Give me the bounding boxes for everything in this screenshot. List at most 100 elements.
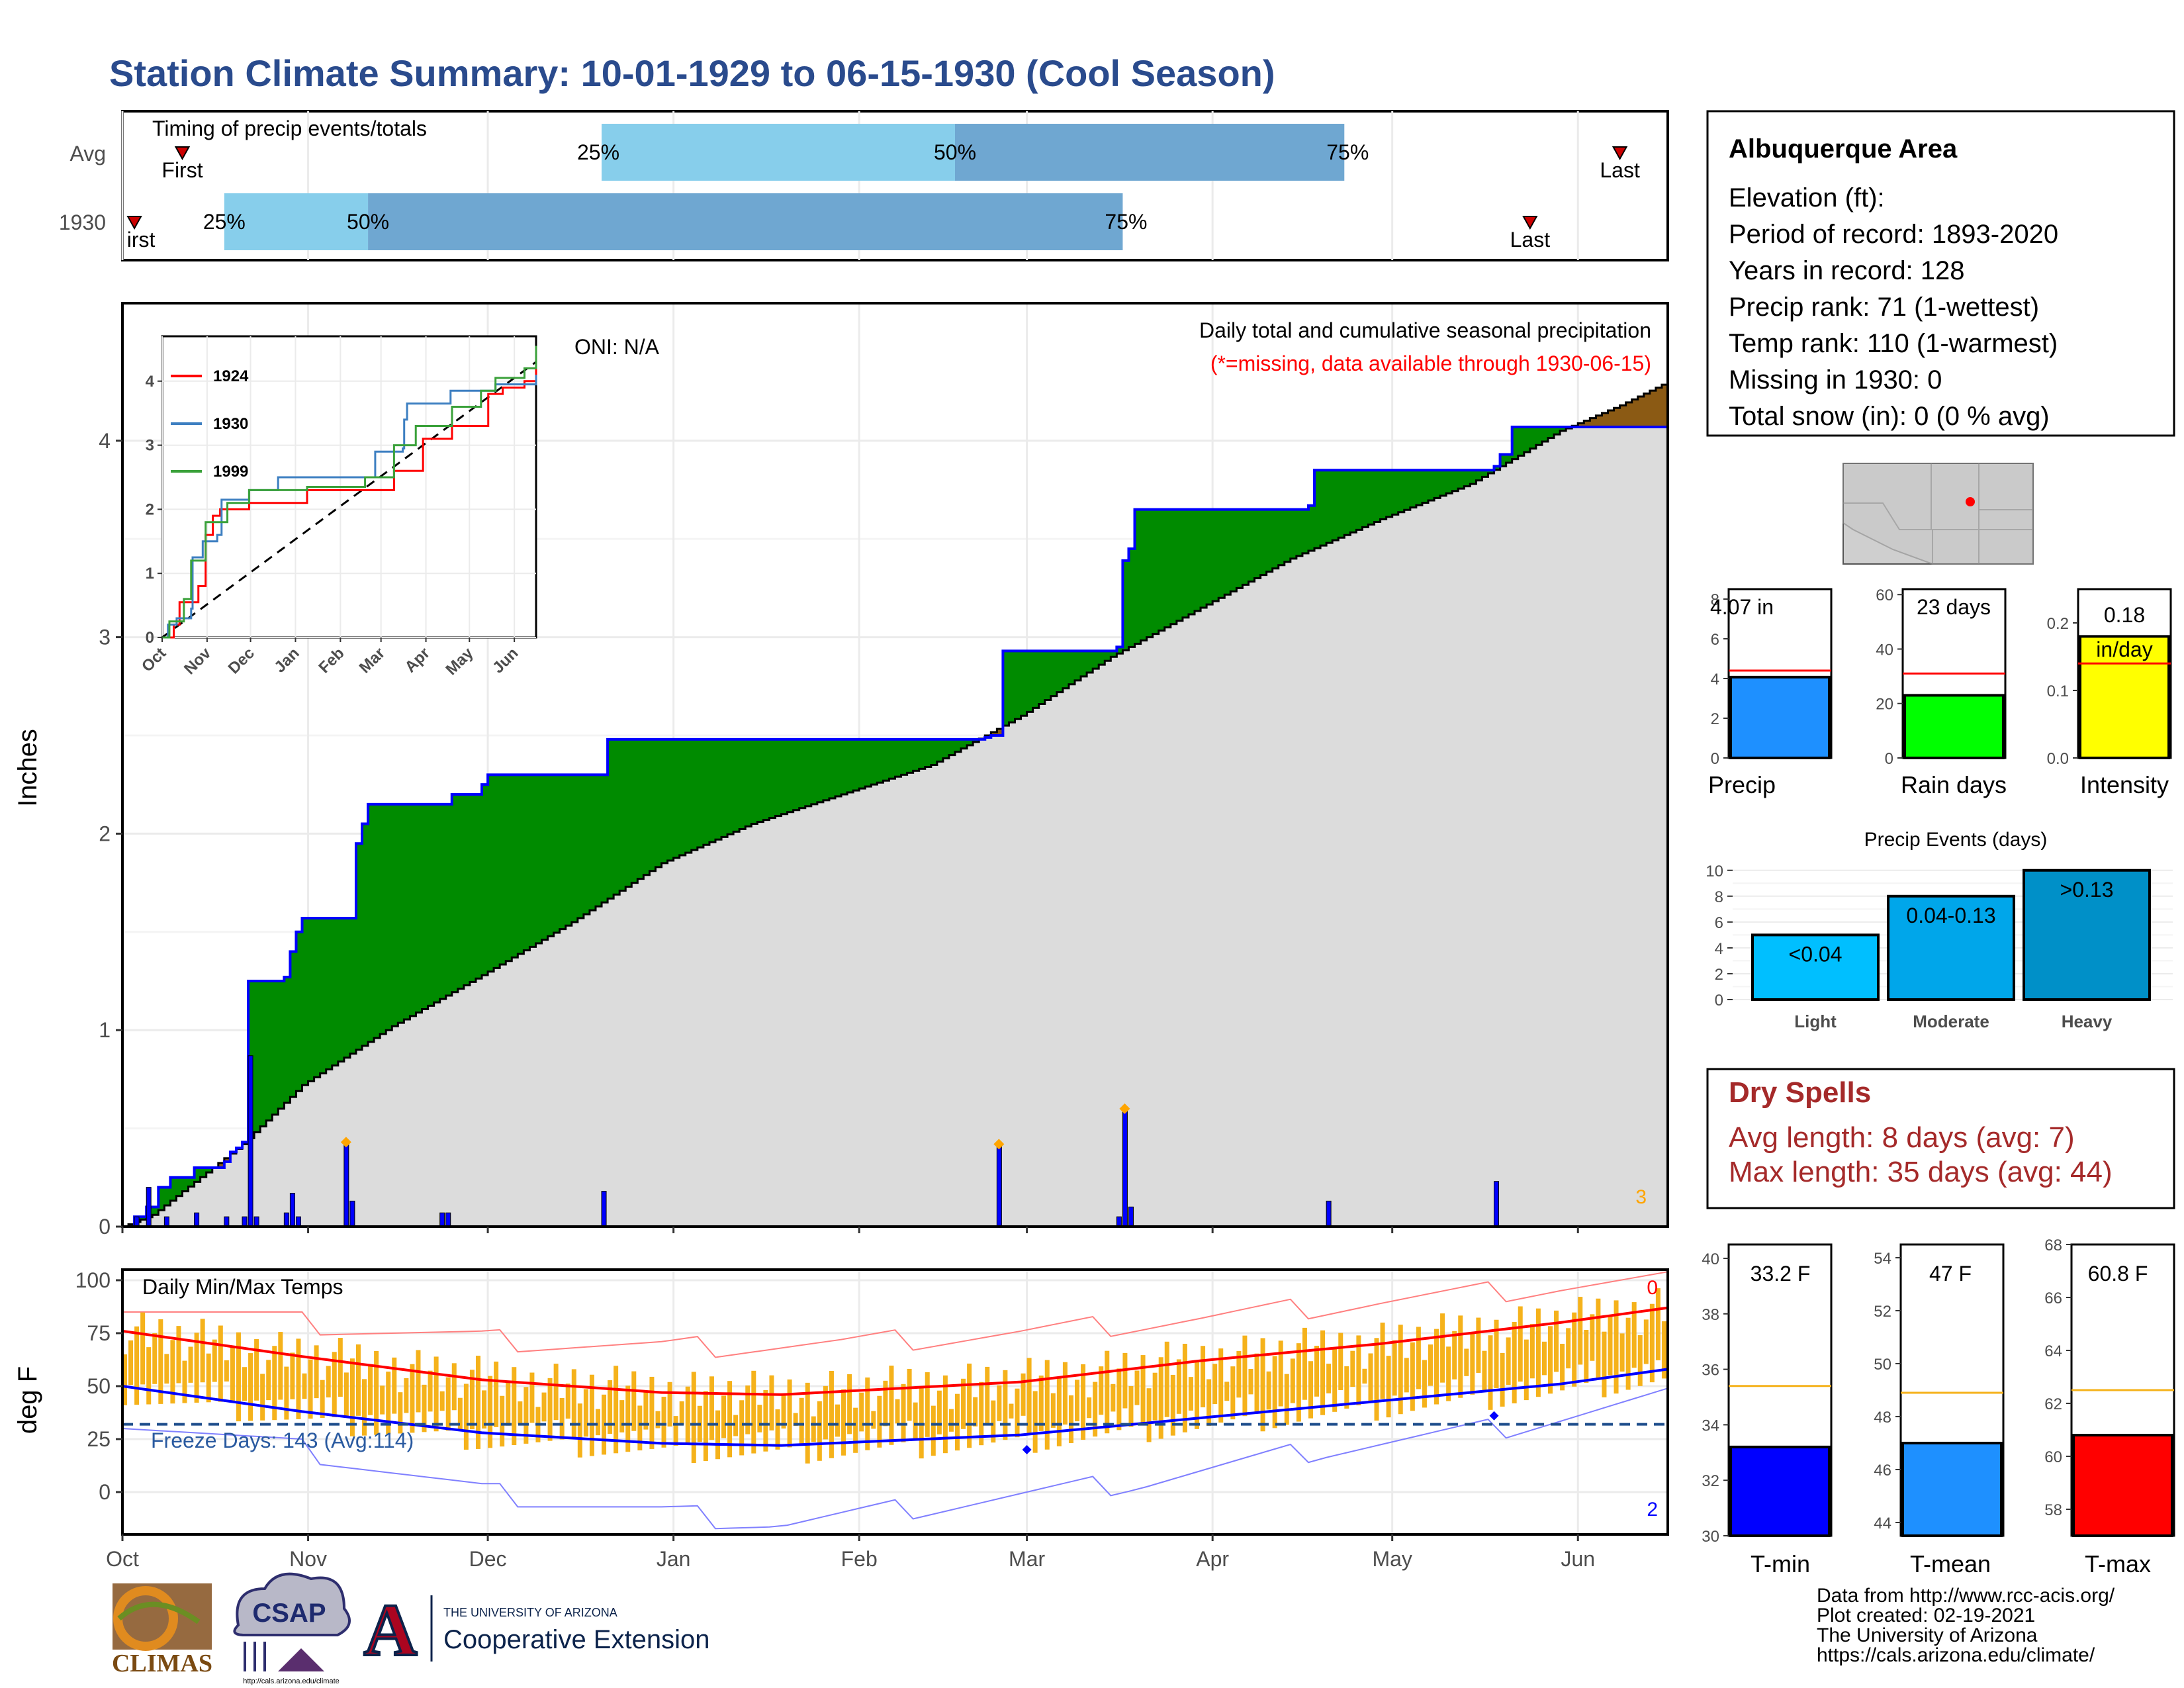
temp-daily-bar xyxy=(1320,1330,1326,1415)
temp-daily-bar xyxy=(1248,1368,1253,1395)
temp-daily-bar xyxy=(614,1366,619,1454)
temp-daily-bar xyxy=(565,1383,570,1419)
temp-daily-bar xyxy=(182,1360,187,1403)
temp-daily-bar xyxy=(1470,1333,1475,1395)
precip-ytick-label: 3 xyxy=(99,626,111,649)
month-tick-label: Mar xyxy=(1009,1547,1045,1571)
temp-daily-bar xyxy=(1464,1348,1469,1376)
footer-line-3: The University of Arizona xyxy=(1817,1624,2038,1646)
temp-daily-bar xyxy=(1392,1340,1397,1396)
temp-daily-bar xyxy=(1201,1346,1206,1407)
timing-panel: Timing of precip events/totals Avg 1930 … xyxy=(59,110,1669,261)
precip-summary-ytick-label: 6 xyxy=(1711,631,1719,649)
temp-daily-bar xyxy=(781,1394,786,1429)
temp-daily-bar xyxy=(1050,1393,1056,1428)
temp-daily-bar xyxy=(673,1416,678,1446)
temp-daily-bar xyxy=(763,1389,768,1452)
temp-daily-bar xyxy=(685,1386,690,1444)
temp-daily-bar xyxy=(302,1373,307,1399)
temp-daily-bar xyxy=(547,1378,553,1441)
temp-daily-bar xyxy=(799,1397,804,1445)
temp-daily-bar xyxy=(835,1404,840,1437)
temp-daily-bar xyxy=(979,1382,984,1446)
temp-daily-bar xyxy=(1434,1329,1439,1405)
tmean-summary-ytick-label: 46 xyxy=(1874,1462,1891,1479)
raindays-summary-ytick-label: 60 xyxy=(1876,586,1893,604)
precip-count-label: 3 xyxy=(1635,1186,1647,1208)
temp-daily-bar xyxy=(457,1397,463,1430)
temp-daily-bar xyxy=(919,1387,924,1459)
temp-daily-bar xyxy=(1272,1356,1277,1429)
temp-daily-bar xyxy=(733,1415,739,1436)
temp-daily-bar xyxy=(284,1366,289,1420)
temp-daily-bar xyxy=(1637,1335,1643,1386)
timing-1930-q25-label: 25% xyxy=(203,210,246,234)
info-years: Years in record: 128 xyxy=(1729,256,1965,285)
temp-daily-bar xyxy=(488,1376,493,1448)
temp-daily-bar xyxy=(1195,1361,1200,1429)
temp-daily-bar xyxy=(1344,1366,1349,1409)
events-ytick-label: 8 xyxy=(1715,888,1723,906)
temp-daily-bar xyxy=(439,1391,445,1411)
station-location-marker xyxy=(1966,497,1975,506)
locator-map xyxy=(1843,463,2034,565)
precip-subtitle: Daily total and cumulative seasonal prec… xyxy=(1199,318,1651,342)
intensity-summary-ytick-label: 0.2 xyxy=(2047,615,2069,633)
precip-heavy-marker xyxy=(1119,1103,1130,1114)
temp-daily-bar xyxy=(991,1400,996,1443)
temp-daily-bar xyxy=(230,1346,235,1402)
temp-daily-bar xyxy=(146,1347,152,1405)
tmax-summary-bar xyxy=(2072,1434,2173,1537)
raindays-summary-ytick-label: 40 xyxy=(1876,641,1893,659)
inset-ytick-label: 4 xyxy=(146,373,155,391)
temp-daily-bar xyxy=(272,1346,277,1421)
info-missing: Missing in 1930: 0 xyxy=(1729,365,1942,395)
temp-daily-bar xyxy=(889,1365,894,1445)
temp-daily-bar xyxy=(343,1372,349,1417)
precip-daily-bar xyxy=(1326,1200,1332,1227)
intensity-bar-value: 0.18 xyxy=(2104,603,2145,627)
temp-frame xyxy=(121,1268,1669,1536)
climas-logo: CLIMAS xyxy=(112,1583,212,1677)
temp-daily-bar xyxy=(355,1344,361,1416)
precip-ytick-label: 4 xyxy=(99,429,111,453)
temp-daily-bar xyxy=(1182,1344,1187,1432)
temp-daily-bar xyxy=(625,1385,631,1452)
temp-ytick-label: 25 xyxy=(87,1427,111,1451)
precip-ytick-label: 2 xyxy=(99,821,111,845)
temp-daily-bar xyxy=(1242,1335,1248,1417)
inset-legend-label: 1930 xyxy=(213,415,248,433)
temp-daily-bar xyxy=(955,1393,960,1451)
temp-daily-bar xyxy=(823,1385,828,1440)
temp-daily-bar xyxy=(559,1397,565,1440)
intensity-bar-unit: in/day xyxy=(2096,637,2152,661)
temp-daily-bar xyxy=(703,1391,708,1462)
temp-daily-bar xyxy=(422,1384,427,1432)
temp-daily-bar xyxy=(428,1370,433,1412)
temp-panel: 0 25 50 75 100 Oct Nov Dec Jan Feb Mar Apr May Jun d… xyxy=(13,1268,1669,1571)
timing-label: Timing of precip events/totals xyxy=(152,117,427,140)
temp-daily-bar xyxy=(1422,1360,1427,1408)
precip-bar-value: 4.07 in xyxy=(1710,595,1774,619)
temp-daily-bar xyxy=(553,1364,559,1421)
footer-line-1: Data from http://www.rcc-acis.org/ xyxy=(1817,1585,2115,1607)
temp-avg-max-line xyxy=(122,1306,1668,1396)
temp-record-marker xyxy=(1489,1411,1499,1421)
temp-daily-bar xyxy=(1362,1368,1367,1384)
month-tick-label: Dec xyxy=(469,1547,507,1571)
temp-record-min-line xyxy=(122,1387,1668,1530)
precip-daily-bar xyxy=(295,1216,301,1227)
temp-daily-bar xyxy=(793,1413,798,1426)
raindays-bar-value: 23 days xyxy=(1917,595,1991,619)
temp-daily-bar xyxy=(853,1407,858,1453)
events-bar-label: 0.04-0.13 xyxy=(1906,904,1995,927)
timing-avg-q25-label: 25% xyxy=(577,140,619,164)
temp-daily-bar xyxy=(416,1350,421,1413)
temp-avg-min-line xyxy=(122,1368,1668,1447)
month-tick-label: Oct xyxy=(106,1547,139,1571)
events-bar-label: >0.13 xyxy=(2060,878,2114,902)
precip-daily-bar xyxy=(283,1212,289,1227)
temp-count-bottom: 2 xyxy=(1647,1499,1658,1521)
